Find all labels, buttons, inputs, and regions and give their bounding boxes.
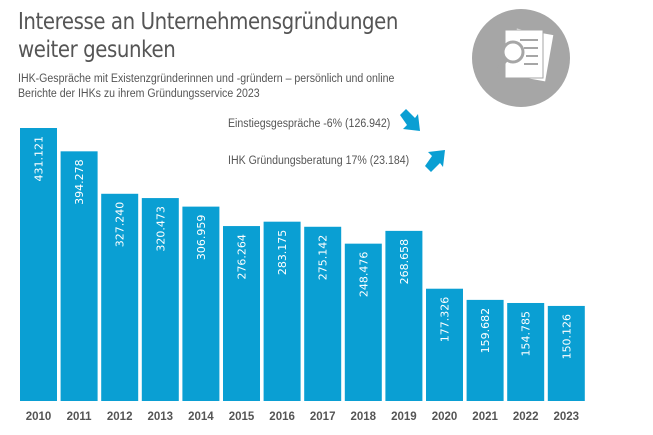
bar-2012: [101, 193, 139, 401]
x-tick-label: 2022: [513, 411, 539, 423]
bar-2014: [182, 206, 220, 401]
x-tick-label: 2015: [229, 411, 255, 423]
x-tick-label: 2014: [188, 411, 214, 423]
arrow-up-right-icon: [425, 150, 445, 172]
x-tick-label: 2019: [391, 411, 417, 423]
x-tick-label: 2012: [107, 411, 133, 423]
document-magnifier-icon: [472, 9, 570, 107]
data-label: 327.240: [114, 202, 127, 248]
bar-2017: [304, 226, 342, 401]
bar-2018: [344, 243, 382, 401]
data-label: 150.126: [560, 314, 573, 360]
data-label: 320.473: [154, 206, 167, 252]
x-tick-label: 2016: [269, 411, 295, 423]
data-label: 177.326: [439, 297, 452, 343]
x-tick-label: 2011: [67, 411, 93, 423]
bar-2015: [223, 226, 260, 401]
x-tick-label: 2021: [472, 411, 498, 423]
data-label: 306.959: [195, 215, 208, 261]
bar-2020: [426, 288, 463, 401]
bar-2019: [385, 230, 423, 401]
bar-2023: [547, 305, 585, 401]
page-title: Interesse an Unternehmensgründungen weite…: [18, 8, 431, 64]
data-label: 276.264: [236, 234, 249, 280]
x-tick-label: 2018: [351, 411, 377, 423]
data-label: 275.142: [317, 235, 330, 281]
annotation-beratung: IHK Gründungsberatung 17% (23.184): [228, 155, 410, 167]
x-tick-label: 2017: [310, 411, 336, 423]
data-label: 283.175: [276, 230, 289, 275]
bar-2010: [20, 128, 57, 401]
subtitle: IHK-Gespräche mit Existenzgründerinnen u…: [18, 72, 394, 102]
bar-2022: [507, 302, 545, 401]
x-tick-label: 2023: [554, 411, 580, 423]
subtitle-line-2: Berichte der IHKs zu ihrem Gründungsserv…: [18, 88, 260, 100]
x-tick-label: 2020: [432, 411, 458, 423]
annotation-einstieg: Einstiegsgespräche -6% (126.942): [228, 118, 391, 130]
bar-2021: [466, 299, 504, 401]
bar-2016: [263, 221, 301, 401]
data-label: 159.682: [479, 308, 492, 354]
bar-2013: [141, 198, 179, 401]
title-line-2: weiter gesunken: [18, 37, 176, 63]
arrow-down-right-icon: [400, 109, 420, 131]
x-tick-label: 2010: [26, 411, 52, 423]
data-label: 248.476: [357, 252, 370, 298]
data-label: 154.785: [520, 311, 533, 357]
data-label: 268.658: [398, 239, 411, 285]
bar-2011: [60, 151, 98, 401]
x-tick-label: 2013: [148, 411, 174, 423]
data-label: 431.121: [33, 136, 46, 182]
data-label: 394.278: [73, 159, 86, 205]
title-line-1: Interesse an Unternehmensgründungen: [18, 9, 399, 35]
subtitle-line-1: IHK-Gespräche mit Existenzgründerinnen u…: [18, 73, 395, 85]
